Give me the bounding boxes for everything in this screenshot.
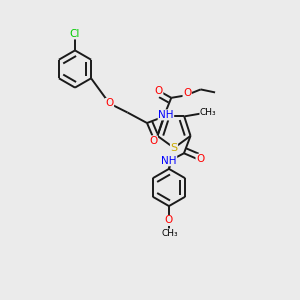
Text: O: O [165,215,173,226]
Text: NH: NH [161,156,177,166]
Text: Cl: Cl [70,29,80,39]
Text: O: O [183,88,191,98]
Text: O: O [154,86,163,96]
Text: S: S [170,143,178,153]
Text: CH₃: CH₃ [200,108,217,117]
Text: CH₃: CH₃ [161,229,178,238]
Text: NH: NH [158,110,174,120]
Text: O: O [149,136,158,146]
Text: O: O [196,154,204,164]
Text: O: O [105,98,114,109]
